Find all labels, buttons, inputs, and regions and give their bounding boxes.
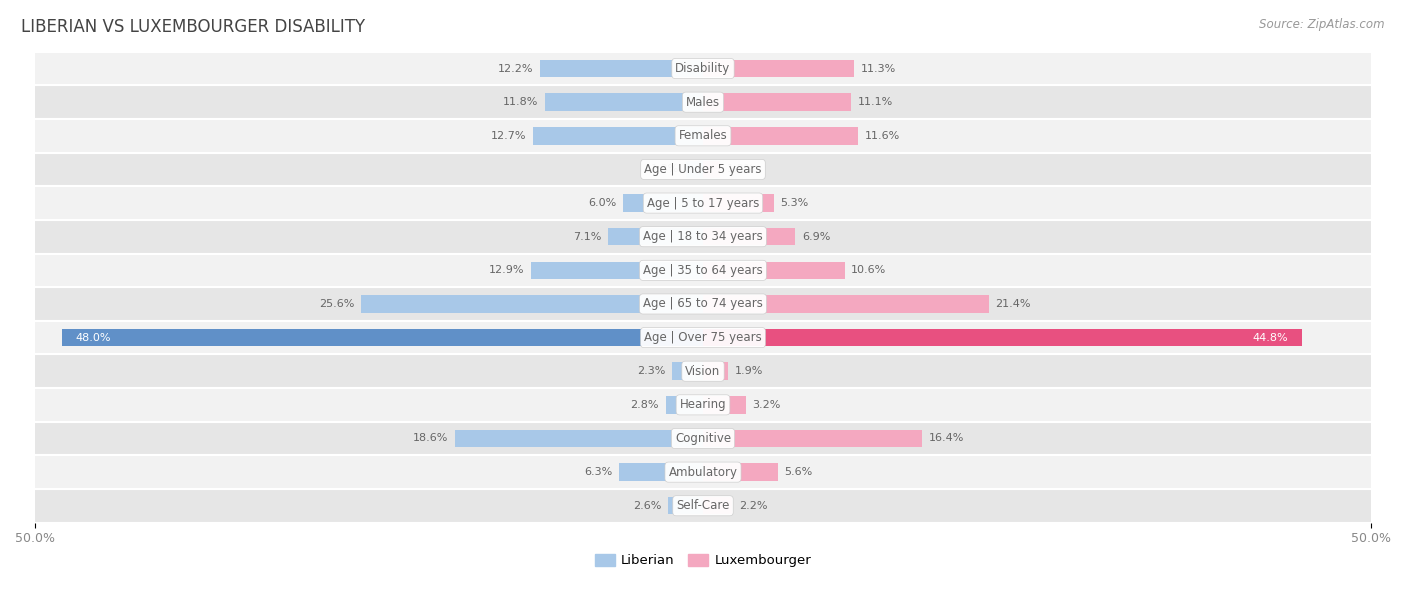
Bar [703, 261, 845, 279]
Text: Ambulatory: Ambulatory [668, 466, 738, 479]
Bar [35, 253, 1371, 287]
Text: Age | 18 to 34 years: Age | 18 to 34 years [643, 230, 763, 243]
Text: 12.7%: 12.7% [491, 131, 527, 141]
Bar [35, 220, 1371, 253]
Bar [35, 388, 1371, 422]
Bar [35, 287, 1371, 321]
Bar [35, 321, 1371, 354]
Bar [703, 161, 720, 178]
Text: 12.9%: 12.9% [488, 266, 524, 275]
Text: 6.9%: 6.9% [801, 232, 830, 242]
Legend: Liberian, Luxembourger: Liberian, Luxembourger [589, 548, 817, 572]
Text: Age | 35 to 64 years: Age | 35 to 64 years [643, 264, 763, 277]
Bar [703, 329, 1302, 346]
Bar [703, 228, 796, 245]
Text: Source: ZipAtlas.com: Source: ZipAtlas.com [1260, 18, 1385, 31]
Bar [703, 295, 988, 313]
Bar [665, 396, 703, 414]
Text: Males: Males [686, 95, 720, 109]
Bar [35, 422, 1371, 455]
Bar [62, 329, 703, 346]
Bar [540, 60, 703, 77]
Text: 6.0%: 6.0% [588, 198, 616, 208]
Text: 2.2%: 2.2% [740, 501, 768, 511]
Text: 16.4%: 16.4% [929, 433, 965, 444]
Bar [703, 362, 728, 380]
Text: Disability: Disability [675, 62, 731, 75]
Bar [609, 228, 703, 245]
Bar [703, 127, 858, 144]
Text: 10.6%: 10.6% [851, 266, 887, 275]
Bar [533, 127, 703, 144]
Bar [703, 430, 922, 447]
Bar [35, 52, 1371, 85]
Bar [35, 455, 1371, 489]
Text: 11.1%: 11.1% [858, 97, 893, 107]
Text: LIBERIAN VS LUXEMBOURGER DISABILITY: LIBERIAN VS LUXEMBOURGER DISABILITY [21, 18, 366, 36]
Text: Hearing: Hearing [679, 398, 727, 411]
Text: Vision: Vision [685, 365, 721, 378]
Bar [35, 152, 1371, 186]
Text: Age | Under 5 years: Age | Under 5 years [644, 163, 762, 176]
Bar [623, 195, 703, 212]
Bar [35, 119, 1371, 152]
Bar [703, 463, 778, 481]
Bar [530, 261, 703, 279]
Text: 2.8%: 2.8% [630, 400, 659, 410]
Text: 12.2%: 12.2% [498, 64, 533, 73]
Text: 1.3%: 1.3% [727, 165, 755, 174]
Text: 6.3%: 6.3% [583, 467, 612, 477]
Text: Self-Care: Self-Care [676, 499, 730, 512]
Bar [703, 60, 853, 77]
Text: Age | Over 75 years: Age | Over 75 years [644, 331, 762, 344]
Bar [454, 430, 703, 447]
Text: 1.3%: 1.3% [651, 165, 679, 174]
Text: 5.6%: 5.6% [785, 467, 813, 477]
Text: 2.6%: 2.6% [633, 501, 662, 511]
Text: 48.0%: 48.0% [75, 332, 111, 343]
Text: 5.3%: 5.3% [780, 198, 808, 208]
Bar [703, 94, 851, 111]
Text: 7.1%: 7.1% [574, 232, 602, 242]
Bar [686, 161, 703, 178]
Text: 25.6%: 25.6% [319, 299, 354, 309]
Text: Age | 65 to 74 years: Age | 65 to 74 years [643, 297, 763, 310]
Bar [35, 186, 1371, 220]
Bar [35, 85, 1371, 119]
Bar [703, 195, 773, 212]
Text: 21.4%: 21.4% [995, 299, 1031, 309]
Text: 11.3%: 11.3% [860, 64, 896, 73]
Text: 1.9%: 1.9% [735, 366, 763, 376]
Text: Cognitive: Cognitive [675, 432, 731, 445]
Bar [619, 463, 703, 481]
Bar [361, 295, 703, 313]
Bar [703, 396, 745, 414]
Text: Females: Females [679, 129, 727, 143]
Bar [35, 354, 1371, 388]
Text: 2.3%: 2.3% [637, 366, 665, 376]
Bar [703, 497, 733, 515]
Text: Age | 5 to 17 years: Age | 5 to 17 years [647, 196, 759, 209]
Bar [668, 497, 703, 515]
Text: 44.8%: 44.8% [1253, 332, 1288, 343]
Text: 11.8%: 11.8% [503, 97, 538, 107]
Bar [672, 362, 703, 380]
Text: 3.2%: 3.2% [752, 400, 780, 410]
Text: 11.6%: 11.6% [865, 131, 900, 141]
Bar [35, 489, 1371, 523]
Bar [546, 94, 703, 111]
Text: 18.6%: 18.6% [412, 433, 449, 444]
